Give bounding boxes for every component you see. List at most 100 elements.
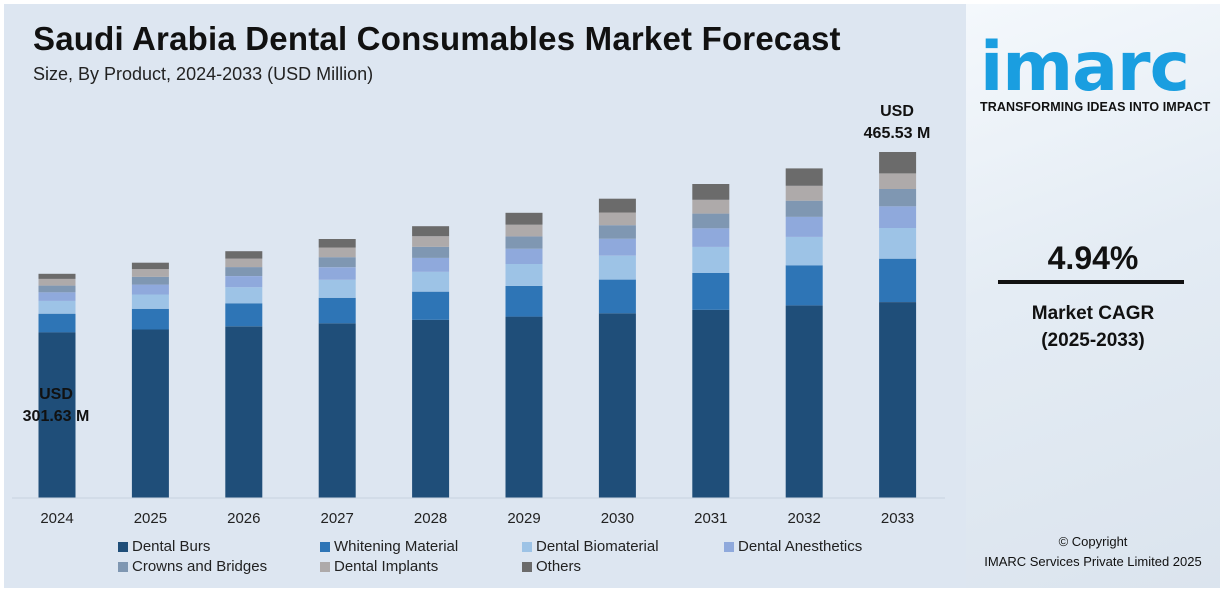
- annotation-last-line1: USD: [880, 103, 914, 120]
- bar-segment-2029-3: [505, 264, 543, 286]
- chart-legend: Dental Burs Whitening Material Dental Biom…: [118, 538, 938, 575]
- bar-segment-2031-7: [692, 184, 730, 200]
- bar-segment-2033-7: [879, 152, 917, 174]
- side-panel: imarc TRANSFORMING IDEAS INTO IMPACT 4.9…: [966, 4, 1220, 588]
- bar-segment-2033-5: [879, 189, 917, 207]
- copyright-line2: IMARC Services Private Limited 2025: [984, 554, 1202, 569]
- cagr-label-line2: (2025-2033): [1041, 330, 1145, 351]
- bar-segment-2027-6: [318, 247, 356, 258]
- bar-segment-2026-1: [225, 326, 263, 498]
- bar-segment-2030-1: [598, 313, 636, 498]
- x-tick-label: 2031: [694, 510, 727, 527]
- bar-segment-2025-4: [131, 284, 169, 295]
- bar-segment-2028-1: [412, 319, 450, 498]
- copyright: © Copyright IMARC Services Private Limit…: [966, 532, 1220, 572]
- bar-segment-2025-7: [131, 262, 169, 270]
- legend-label: Others: [536, 558, 582, 575]
- annotation-first-line2: 301.63 M: [23, 408, 90, 425]
- cagr-divider: [998, 280, 1184, 284]
- legend-swatch: [724, 541, 734, 552]
- imarc-logo: imarc: [980, 28, 1190, 107]
- bar-segment-2024-3: [38, 300, 76, 314]
- legend-swatch: [522, 541, 532, 552]
- x-tick-label: 2032: [788, 510, 821, 527]
- annotation-first-line1: USD: [39, 386, 73, 403]
- bar-segment-2032-3: [785, 237, 823, 266]
- legend-label: Whitening Material: [334, 538, 459, 555]
- chart-title: Saudi Arabia Dental Consumables Market F…: [33, 20, 841, 57]
- bar-segment-2027-4: [318, 267, 356, 280]
- bar-segment-2030-4: [598, 238, 636, 256]
- legend-swatch: [320, 561, 330, 572]
- legend-item: Dental Burs: [118, 538, 320, 555]
- legend-label: Dental Burs: [132, 538, 211, 555]
- bar-segment-2026-7: [225, 251, 263, 259]
- bar-segment-2033-6: [879, 173, 917, 189]
- x-tick-label: 2033: [881, 510, 914, 527]
- chart-subtitle: Size, By Product, 2024-2033 (USD Million…: [33, 64, 374, 84]
- stacked-bar-chart: 2024 2025 2026 2027 2028 2029 2030 2031 2032 2033…: [12, 103, 945, 527]
- bar-segment-2024-7: [38, 273, 76, 279]
- bar-segment-2032-1: [785, 305, 823, 498]
- legend-item: Others: [522, 558, 724, 575]
- copyright-line1: © Copyright: [1058, 534, 1128, 549]
- bar-segment-2024-2: [38, 313, 76, 333]
- bar-segment-2026-6: [225, 258, 263, 268]
- bar-segment-2028-6: [412, 236, 450, 247]
- bar-segment-2031-3: [692, 246, 730, 273]
- legend-swatch: [118, 541, 128, 552]
- legend-label: Crowns and Bridges: [132, 558, 268, 575]
- x-tick-label: 2026: [227, 510, 260, 527]
- cagr-value: 4.94%: [1047, 240, 1139, 276]
- bar-segment-2025-5: [131, 276, 169, 285]
- x-tick-label: 2027: [321, 510, 354, 527]
- bar-segment-2033-2: [879, 258, 917, 302]
- bar-segment-2033-4: [879, 206, 917, 228]
- legend-item: Crowns and Bridges: [118, 558, 320, 575]
- bar-segment-2025-2: [131, 308, 169, 330]
- x-axis-ticks: 2024 2025 2026 2027 2028 2029 2030 2031 2032 2033: [40, 510, 914, 527]
- legend-label: Dental Implants: [334, 558, 439, 575]
- bar-segment-2030-5: [598, 225, 636, 239]
- bar-segment-2026-4: [225, 276, 263, 288]
- legend-swatch: [320, 541, 330, 552]
- bar-segment-2028-2: [412, 291, 450, 320]
- legend-label: Dental Anesthetics: [738, 538, 863, 555]
- bar-segment-2024-5: [38, 285, 76, 293]
- bar-segment-2032-7: [785, 168, 823, 186]
- legend-swatch: [118, 561, 128, 572]
- bar-segment-2027-1: [318, 323, 356, 498]
- x-tick-label: 2030: [601, 510, 634, 527]
- x-tick-label: 2024: [40, 510, 73, 527]
- bar-segment-2026-5: [225, 267, 263, 276]
- x-tick-label: 2029: [507, 510, 540, 527]
- bar-segment-2026-2: [225, 303, 263, 327]
- bar-segment-2024-4: [38, 292, 76, 301]
- annotation-last-line2: 465.53 M: [864, 125, 931, 142]
- bar-segment-2031-2: [692, 273, 730, 310]
- bar-segment-2027-2: [318, 297, 356, 324]
- bar-segment-2033-3: [879, 228, 917, 259]
- bar-segment-2028-3: [412, 271, 450, 292]
- bar-segment-2030-6: [598, 212, 636, 226]
- legend-swatch: [522, 561, 532, 572]
- x-tick-label: 2025: [134, 510, 167, 527]
- bar-segment-2029-5: [505, 236, 543, 249]
- bar-segment-2032-4: [785, 216, 823, 237]
- bar-segment-2028-4: [412, 257, 450, 272]
- legend-item: Dental Implants: [320, 558, 522, 575]
- bar-segment-2029-7: [505, 212, 543, 225]
- bar-segment-2028-5: [412, 246, 450, 258]
- bar-segment-2028-7: [412, 226, 450, 237]
- legend-item: Whitening Material: [320, 538, 522, 555]
- bar-segment-2026-3: [225, 287, 263, 304]
- bar-segment-2030-3: [598, 255, 636, 280]
- cagr-label: Market CAGR (2025-2033): [966, 300, 1220, 354]
- x-tick-label: 2028: [414, 510, 447, 527]
- bar-segment-2029-1: [505, 316, 543, 498]
- bar-segment-2027-7: [318, 239, 356, 248]
- bar-segment-2032-6: [785, 185, 823, 201]
- bar-segment-2025-1: [131, 329, 169, 498]
- bar-segment-2030-2: [598, 279, 636, 314]
- bar-segment-2031-1: [692, 309, 730, 498]
